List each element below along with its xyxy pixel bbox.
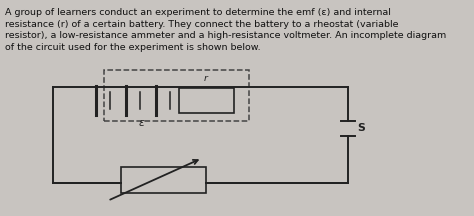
Text: resistor), a low-resistance ammeter and a high-resistance voltmeter. An incomple: resistor), a low-resistance ammeter and … (5, 31, 447, 40)
Text: S: S (358, 123, 365, 133)
Text: of the circuit used for the experiment is shown below.: of the circuit used for the experiment i… (5, 43, 261, 52)
Text: resistance (r) of a certain battery. They connect the battery to a rheostat (var: resistance (r) of a certain battery. The… (5, 19, 399, 29)
Bar (104, 70, 249, 121)
Bar (121, 167, 206, 193)
Text: ε: ε (138, 118, 144, 128)
Text: r: r (204, 75, 208, 83)
Text: A group of learners conduct an experiment to determine the emf (ε) and internal: A group of learners conduct an experimen… (5, 8, 391, 17)
Bar (179, 88, 234, 113)
